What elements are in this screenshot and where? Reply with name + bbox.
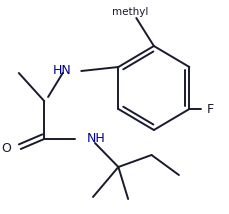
Text: F: F bbox=[206, 103, 213, 116]
Text: HN: HN bbox=[52, 64, 71, 77]
Text: methyl: methyl bbox=[112, 7, 148, 17]
Text: NH: NH bbox=[87, 132, 105, 146]
Text: O: O bbox=[1, 143, 11, 156]
